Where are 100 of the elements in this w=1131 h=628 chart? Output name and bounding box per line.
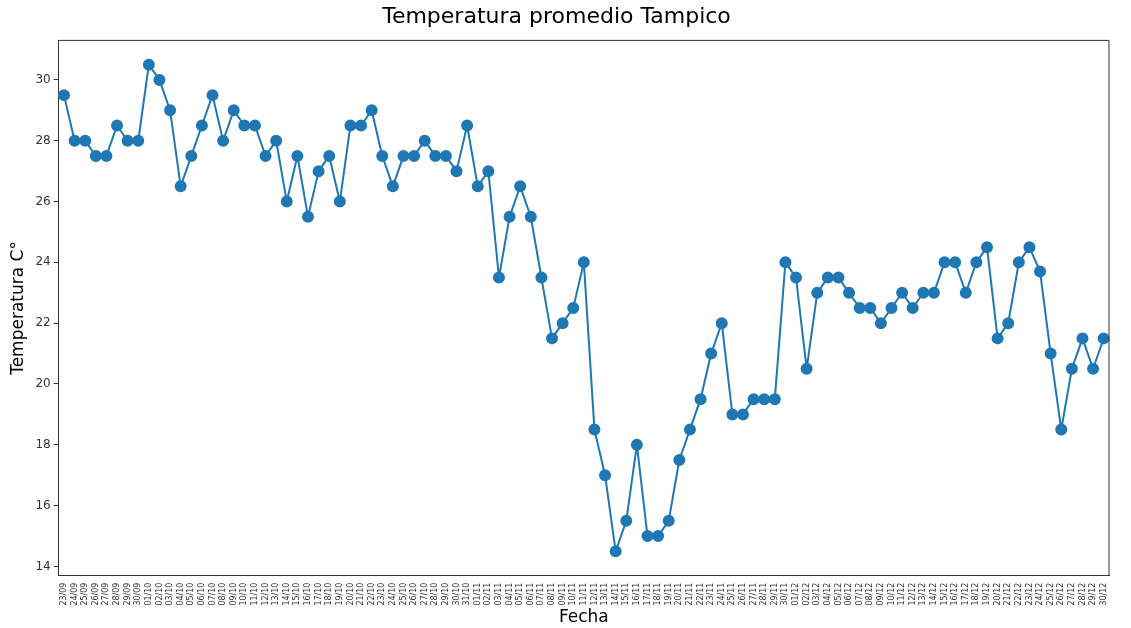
x-tick-label: 15/11 bbox=[621, 582, 631, 606]
x-tick-label: 19/12 bbox=[982, 582, 992, 606]
x-axis-title: Fecha bbox=[558, 606, 609, 627]
y-tick-label: 16 bbox=[35, 497, 51, 512]
x-tick-label: 03/11 bbox=[494, 582, 504, 606]
x-tick-label: 17/10 bbox=[313, 582, 323, 606]
x-tick-label: 23/12 bbox=[1024, 582, 1034, 606]
x-tick-label: 14/10 bbox=[281, 582, 291, 606]
y-tick-label: 20 bbox=[35, 376, 51, 391]
x-tick-label: 23/10 bbox=[377, 582, 387, 606]
x-tick-label: 15/10 bbox=[292, 582, 302, 606]
x-tick-label: 10/11 bbox=[568, 582, 578, 606]
y-tick-label: 22 bbox=[35, 315, 51, 330]
x-tick-label: 22/12 bbox=[1013, 582, 1023, 606]
x-tick-label: 13/11 bbox=[600, 582, 610, 606]
x-tick-label: 26/10 bbox=[409, 582, 419, 606]
x-tick-label: 17/11 bbox=[642, 582, 652, 606]
x-tick-label: 08/10 bbox=[218, 582, 228, 606]
x-tick-label: 25/09 bbox=[80, 582, 90, 606]
x-tick-label: 01/12 bbox=[791, 582, 801, 606]
x-tick-label: 17/12 bbox=[960, 582, 970, 606]
x-tick-label: 07/10 bbox=[207, 582, 217, 606]
x-tick-label: 29/12 bbox=[1088, 582, 1098, 606]
x-tick-label: 08/12 bbox=[865, 582, 875, 606]
x-tick-label: 01/11 bbox=[472, 582, 482, 606]
x-tick-label: 18/12 bbox=[971, 582, 981, 606]
x-tick-label: 06/10 bbox=[196, 582, 206, 606]
x-tick-label: 05/11 bbox=[515, 582, 525, 606]
y-tick-label: 14 bbox=[35, 558, 51, 573]
x-tick-label: 18/10 bbox=[324, 582, 334, 606]
x-tick-label: 21/10 bbox=[356, 582, 366, 606]
x-tick-label: 26/09 bbox=[90, 582, 100, 606]
x-tick-label: 16/11 bbox=[631, 582, 641, 606]
x-tick-label: 27/10 bbox=[419, 582, 429, 606]
x-tick-label: 04/10 bbox=[175, 582, 185, 606]
chart-title: Temperatura promedio Tampico bbox=[381, 2, 731, 28]
y-tick-label: 26 bbox=[35, 193, 51, 208]
x-tick-label: 27/09 bbox=[101, 582, 111, 606]
x-tick-label: 25/10 bbox=[398, 582, 408, 606]
x-tick-label: 19/11 bbox=[663, 582, 673, 606]
x-tick-label: 28/12 bbox=[1077, 582, 1087, 606]
x-tick-label: 29/10 bbox=[440, 582, 450, 606]
x-tick-label: 10/10 bbox=[239, 582, 249, 606]
y-tick-label: 24 bbox=[35, 254, 51, 269]
x-tick-label: 30/12 bbox=[1098, 582, 1108, 606]
x-tick-label: 28/10 bbox=[430, 582, 440, 606]
x-tick-label: 19/10 bbox=[334, 582, 344, 606]
x-tick-label: 20/12 bbox=[992, 582, 1002, 606]
x-tick-label: 27/12 bbox=[1066, 582, 1076, 606]
y-tick-label: 30 bbox=[35, 72, 51, 87]
x-tick-label: 05/10 bbox=[186, 582, 196, 606]
x-tick-label: 16/12 bbox=[950, 582, 960, 606]
x-tick-label: 02/12 bbox=[801, 582, 811, 606]
x-tick-label: 03/12 bbox=[812, 582, 822, 606]
x-tick-label: 21/11 bbox=[685, 582, 695, 606]
x-tick-label: 04/11 bbox=[504, 582, 514, 606]
x-tick-label: 24/10 bbox=[387, 582, 397, 606]
x-tick-label: 06/11 bbox=[525, 582, 535, 606]
x-tick-label: 02/11 bbox=[483, 582, 493, 606]
x-tick-label: 30/09 bbox=[133, 582, 143, 606]
x-tick-label: 13/12 bbox=[918, 582, 928, 606]
x-tick-label: 12/10 bbox=[260, 582, 270, 606]
x-tick-label: 03/10 bbox=[165, 582, 175, 606]
x-tick-label: 20/11 bbox=[674, 582, 684, 606]
x-tick-label: 08/11 bbox=[547, 582, 557, 606]
x-tick-label: 30/10 bbox=[451, 582, 461, 606]
x-tick-label: 20/10 bbox=[345, 582, 355, 606]
x-tick-label: 09/12 bbox=[875, 582, 885, 606]
x-tick-label: 28/09 bbox=[112, 582, 122, 606]
x-tick-label: 18/11 bbox=[653, 582, 663, 606]
x-tick-label: 30/11 bbox=[780, 582, 790, 606]
x-tick-label: 23/09 bbox=[59, 582, 69, 606]
x-tick-label: 02/10 bbox=[154, 582, 164, 606]
x-tick-label: 22/10 bbox=[366, 582, 376, 606]
x-tick-label: 07/12 bbox=[854, 582, 864, 606]
x-tick-label: 25/12 bbox=[1045, 582, 1055, 606]
x-tick-label: 25/11 bbox=[727, 582, 737, 606]
x-tick-label: 06/12 bbox=[844, 582, 854, 606]
x-tick-label: 31/10 bbox=[462, 582, 472, 606]
x-tick-label: 28/11 bbox=[759, 582, 769, 606]
x-tick-label: 01/10 bbox=[143, 582, 153, 606]
x-tick-label: 24/11 bbox=[716, 582, 726, 606]
y-axis-title: Temperatura C° bbox=[6, 241, 27, 376]
x-tick-label: 10/12 bbox=[886, 582, 896, 606]
x-tick-label: 23/11 bbox=[706, 582, 716, 606]
x-tick-label: 11/12 bbox=[897, 582, 907, 606]
x-tick-label: 11/10 bbox=[250, 582, 260, 606]
x-tick-label: 05/12 bbox=[833, 582, 843, 606]
x-tick-label: 24/12 bbox=[1035, 582, 1045, 606]
x-tick-label: 07/11 bbox=[536, 582, 546, 606]
x-tick-label: 22/11 bbox=[695, 582, 705, 606]
x-tick-label: 04/12 bbox=[822, 582, 832, 606]
y-tick-label: 18 bbox=[35, 436, 51, 451]
x-tick-label: 09/11 bbox=[557, 582, 567, 606]
x-tick-label: 14/11 bbox=[610, 582, 620, 606]
x-tick-label: 16/10 bbox=[303, 582, 313, 606]
x-tick-label: 12/11 bbox=[589, 582, 599, 606]
x-tick-label: 24/09 bbox=[69, 582, 79, 606]
x-tick-label: 11/11 bbox=[578, 582, 588, 606]
x-tick-label: 29/11 bbox=[769, 582, 779, 606]
